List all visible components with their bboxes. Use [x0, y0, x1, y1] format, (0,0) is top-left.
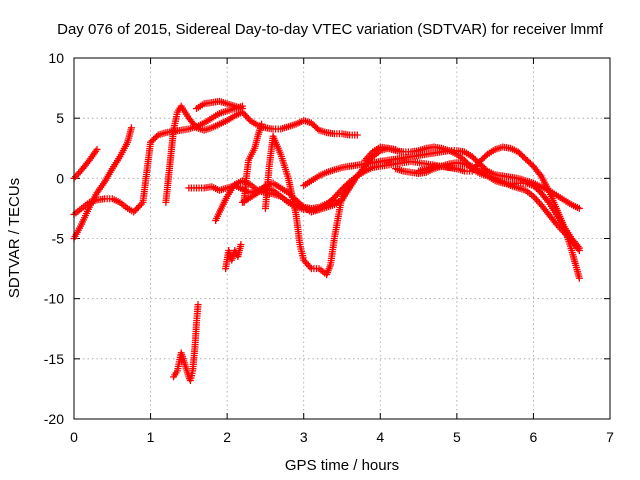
- x-tick-label: 1: [147, 429, 155, 445]
- grid: [74, 58, 610, 419]
- data-point-sat-c: [137, 200, 145, 208]
- data-point-sat-i: [346, 182, 354, 190]
- data-point-sat-d: [353, 131, 361, 139]
- y-tick-label: 10: [48, 50, 64, 66]
- x-tick-label: 0: [70, 429, 78, 445]
- data-point-sat-j: [575, 204, 583, 212]
- x-tick-label: 6: [530, 429, 538, 445]
- data-point-sat-n: [194, 301, 202, 309]
- data-point-sat-c: [130, 208, 138, 216]
- x-tick-label: 2: [223, 429, 231, 445]
- x-tick-label: 4: [376, 429, 384, 445]
- axes: 0 1 2 3 4 5 6 7 10 5 0 -5 -10 -15 -20: [44, 50, 614, 445]
- y-tick-label: -5: [52, 231, 65, 247]
- y-tick-label: 0: [56, 170, 64, 186]
- y-tick-label: 5: [56, 110, 64, 126]
- data-points: [70, 97, 583, 384]
- chart-title: Day 076 of 2015, Sidereal Day-to-day VTE…: [57, 21, 604, 38]
- data-point-sat-m: [574, 243, 582, 251]
- x-axis-label: GPS time / hours: [285, 457, 399, 474]
- data-point-sat-l: [536, 170, 544, 178]
- plot-frame: [73, 57, 611, 420]
- data-point-sat-c: [134, 203, 142, 211]
- data-point-sat-b: [127, 124, 135, 132]
- data-point-sat-o: [237, 241, 245, 249]
- y-tick-label: -15: [44, 351, 64, 367]
- data-point-sat-a: [93, 145, 101, 153]
- x-tick-label: 7: [606, 429, 614, 445]
- x-tick-label: 5: [453, 429, 461, 445]
- x-tick-label: 3: [300, 429, 308, 445]
- data-point-sat-h: [329, 195, 337, 203]
- y-tick-label: -20: [44, 411, 64, 427]
- data-point-sat-p: [258, 120, 266, 128]
- data-point-sat-e: [238, 105, 246, 113]
- data-point-sat-c: [136, 202, 144, 210]
- y-axis-label: SDTVAR / TECUs: [6, 178, 23, 298]
- data-point-sat-c: [133, 205, 141, 213]
- data-point-sat-c: [131, 206, 139, 214]
- data-point-sat-l: [575, 274, 583, 282]
- y-tick-label: -10: [44, 291, 64, 307]
- data-point-sat-m: [575, 244, 583, 252]
- data-point-sat-m: [543, 197, 551, 205]
